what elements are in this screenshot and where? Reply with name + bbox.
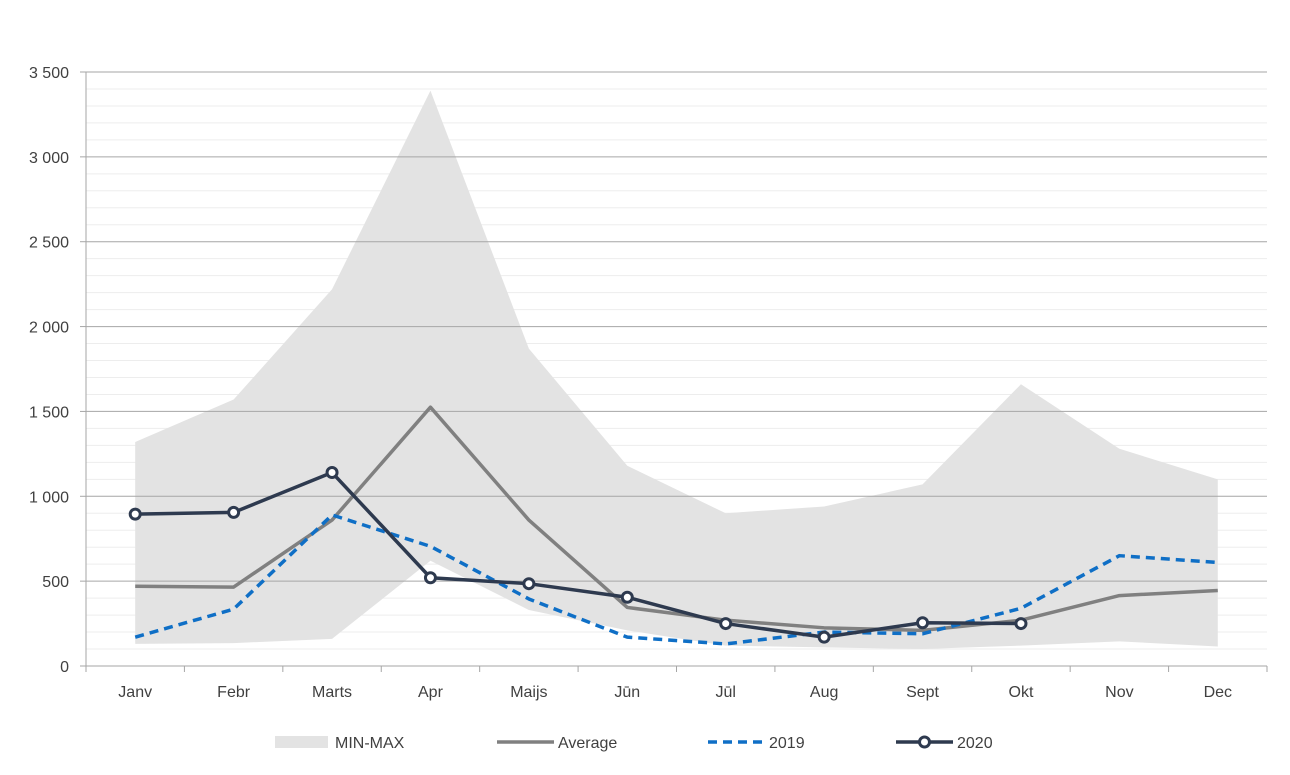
x-tick-label: Jūn — [614, 684, 640, 701]
x-axis-tick-labels: Janv Febr Marts Apr Maijs Jūn Jūl Aug Sept Okt Nov… — [118, 684, 1232, 701]
legend-entry: Average — [497, 735, 617, 752]
legend-entry: 2019 — [708, 735, 805, 752]
y-axis-tick-labels: 0 500 1 000 1 500 2 000 2 500 3 000 3 500 — [29, 65, 69, 676]
series-point-2020 — [1014, 617, 1028, 631]
series-point-2020 — [423, 571, 437, 585]
x-tick-label: Jūl — [715, 684, 735, 701]
legend-swatch-marker — [918, 735, 931, 749]
x-tick-label: Sept — [906, 684, 939, 701]
legend-entry: 2020 — [896, 735, 993, 752]
series-line-2020 — [135, 470, 1021, 639]
min-max-band-layer — [135, 90, 1218, 650]
series-point-2020 — [620, 590, 634, 604]
x-tick-label: Janv — [118, 684, 152, 701]
series-point-2020 — [325, 466, 339, 480]
series-point-2020 — [719, 617, 733, 631]
y-tick-label: 2 500 — [29, 235, 69, 252]
y-tick-label: 0 — [60, 659, 69, 676]
series-point-2020 — [227, 505, 241, 519]
x-tick-label: Marts — [312, 684, 352, 701]
series-point-2020 — [817, 630, 831, 644]
series-line-2019 — [134, 513, 1218, 646]
series-point-2020 — [916, 616, 930, 630]
legend: MIN-MAX Average 2019 2020 — [275, 735, 993, 752]
x-tick-label: Apr — [418, 684, 444, 701]
y-tick-label: 2 000 — [29, 320, 69, 337]
y-tick-label: 1 500 — [29, 404, 69, 421]
y-tick-label: 3 500 — [29, 65, 69, 82]
x-tick-label: Okt — [1009, 684, 1034, 701]
legend-label: 2019 — [769, 735, 805, 752]
min-max-band — [135, 90, 1218, 650]
x-tick-label: Febr — [217, 684, 251, 701]
series-layer — [128, 405, 1218, 646]
legend-label: Average — [558, 735, 617, 752]
legend-label: MIN-MAX — [335, 735, 405, 752]
y-tick-label: 500 — [42, 574, 69, 591]
x-tick-label: Nov — [1105, 684, 1133, 701]
x-tick-label: Maijs — [510, 684, 547, 701]
axes — [80, 71, 1268, 672]
legend-swatch-band — [275, 736, 328, 748]
legend-entry: MIN-MAX — [275, 735, 405, 752]
y-tick-label: 1 000 — [29, 489, 69, 506]
series-point-2020 — [128, 507, 142, 521]
legend-label: 2020 — [957, 735, 993, 752]
x-tick-label: Dec — [1204, 684, 1232, 701]
x-tick-label: Aug — [810, 684, 838, 701]
series-point-2020 — [522, 577, 536, 591]
y-tick-label: 3 000 — [29, 150, 69, 167]
